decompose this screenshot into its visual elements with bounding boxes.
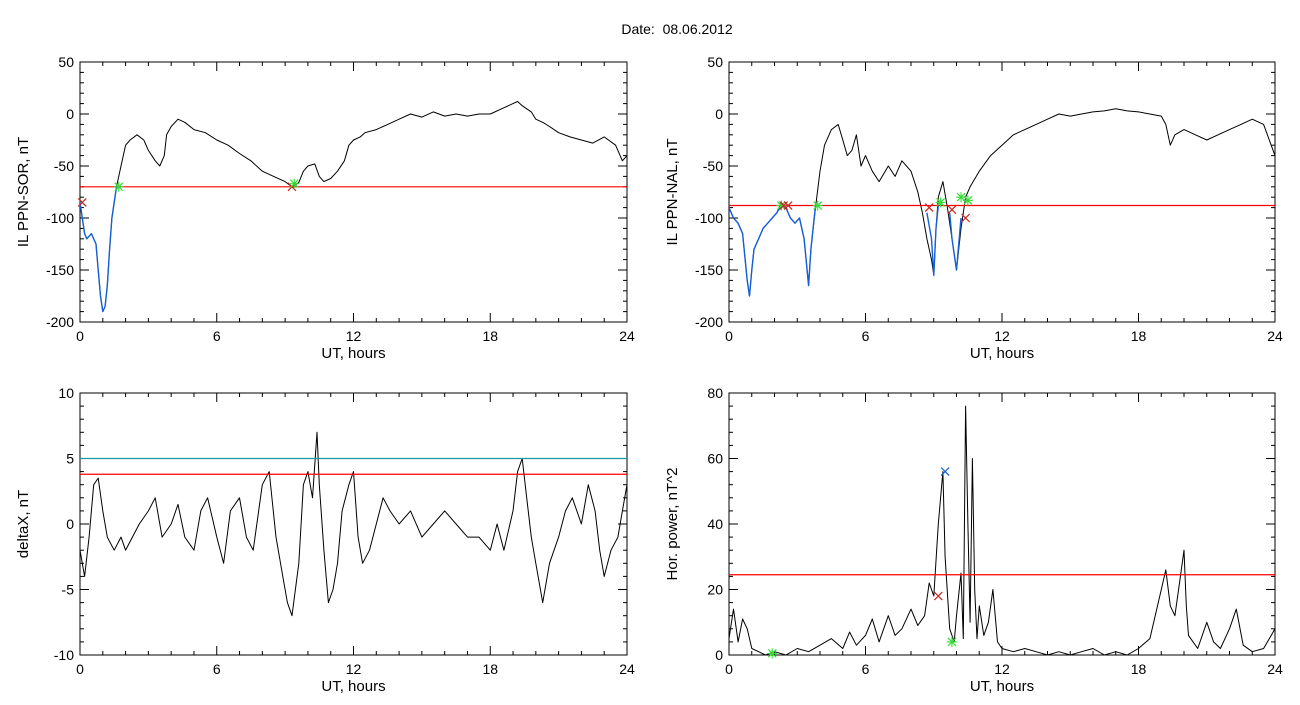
highlight-series-line (80, 186, 121, 313)
y-tick-label: 0 (715, 106, 723, 122)
y-tick-label: -100 (695, 210, 723, 226)
x-tick-label: 18 (482, 328, 498, 344)
x-tick-label: 24 (1267, 328, 1283, 344)
y-axis-title: deltaX, nT (15, 490, 32, 558)
x-tick-label: 0 (725, 661, 733, 677)
panel-top-left: 0 6 12 18 24 -200 -150 -100 -50 0 50 UT, hours IL PP… (15, 54, 635, 362)
x-tick-label: 24 (1267, 661, 1283, 677)
x-tick-label: 6 (213, 328, 221, 344)
x-tick-label: 0 (76, 661, 84, 677)
y-tick-label: -150 (695, 262, 723, 278)
x-tick-label: 0 (76, 328, 84, 344)
y-axis-title: IL PPN-NAL, nT (664, 139, 681, 246)
y-tick-label: 60 (707, 451, 723, 467)
plot-frame (79, 392, 628, 656)
y-tick-label: 0 (66, 106, 74, 122)
highlight-series-line (729, 204, 817, 297)
y-axis-title: Hor. power, nT^2 (664, 468, 681, 581)
x-tick-label: 24 (619, 328, 635, 344)
y-tick-label: 40 (707, 516, 723, 532)
x-tick-label: 18 (1131, 661, 1147, 677)
y-tick-label: -200 (46, 314, 74, 330)
event-marker-green (935, 197, 946, 208)
event-marker-green (776, 200, 787, 211)
y-tick-label: -50 (703, 158, 723, 174)
x-tick-label: 6 (213, 661, 221, 677)
x-axis-title: UT, hours (970, 345, 1034, 362)
y-tick-label: -5 (62, 582, 75, 598)
event-marker-green (289, 178, 300, 189)
y-tick-label: -200 (695, 314, 723, 330)
panel-top-right: 0 6 12 18 24 -200 -150 -100 -50 0 50 UT, hours IL PP… (664, 54, 1283, 362)
x-axis-title: UT, hours (321, 345, 385, 362)
y-tick-label: -50 (54, 158, 74, 174)
event-marker-red (947, 205, 957, 215)
x-tick-label: 12 (994, 328, 1010, 344)
x-tick-label: 6 (862, 328, 870, 344)
y-tick-label: 10 (58, 385, 74, 401)
panel-bottom-left: 0 6 12 18 24 -10 -5 0 5 10 UT, hours deltaX, nT (15, 385, 635, 695)
x-tick-label: 18 (482, 661, 498, 677)
x-tick-label: 18 (1131, 328, 1147, 344)
x-tick-label: 12 (346, 661, 362, 677)
event-marker-green (812, 200, 823, 211)
plot-frame (79, 61, 628, 323)
x-tick-label: 12 (994, 661, 1010, 677)
y-tick-label: 5 (66, 451, 74, 467)
data-series-line (80, 101, 627, 313)
data-series-line (729, 405, 1275, 655)
y-tick-label: 20 (707, 582, 723, 598)
event-marker-red (961, 213, 971, 223)
event-marker-green (767, 648, 778, 659)
event-marker-red (924, 203, 934, 213)
x-axis-title: UT, hours (321, 678, 385, 695)
y-axis-title: IL PPN-SOR, nT (15, 137, 32, 247)
highlight-series-line (949, 212, 962, 271)
data-series-line (729, 108, 1275, 297)
date-title: Date: 08.06.2012 (621, 21, 733, 37)
plot-frame (728, 392, 1276, 656)
y-tick-label: -10 (54, 647, 74, 663)
y-tick-label: -100 (46, 210, 74, 226)
data-series-line (80, 431, 627, 617)
event-marker-green (113, 181, 124, 192)
x-tick-label: 0 (725, 328, 733, 344)
x-axis-title: UT, hours (970, 678, 1034, 695)
event-marker-green (946, 636, 957, 647)
y-tick-label: 50 (707, 54, 723, 70)
panel-bottom-right: 0 6 12 18 24 0 20 40 60 80 UT, hours Hor. power, nT… (664, 385, 1283, 695)
highlight-series-line (926, 205, 939, 276)
y-tick-label: 0 (715, 647, 723, 663)
event-marker-red (933, 591, 943, 601)
y-tick-label: -150 (46, 262, 74, 278)
event-marker-red (783, 201, 793, 210)
plot-frame (728, 61, 1276, 323)
x-tick-label: 6 (862, 661, 870, 677)
event-marker-blue (940, 467, 950, 477)
x-tick-label: 24 (619, 661, 635, 677)
y-tick-label: 50 (58, 54, 74, 70)
y-tick-label: 80 (707, 385, 723, 401)
x-tick-label: 12 (346, 328, 362, 344)
event-marker-green (962, 195, 973, 206)
event-marker-red (77, 197, 87, 207)
y-tick-label: 0 (66, 516, 74, 532)
